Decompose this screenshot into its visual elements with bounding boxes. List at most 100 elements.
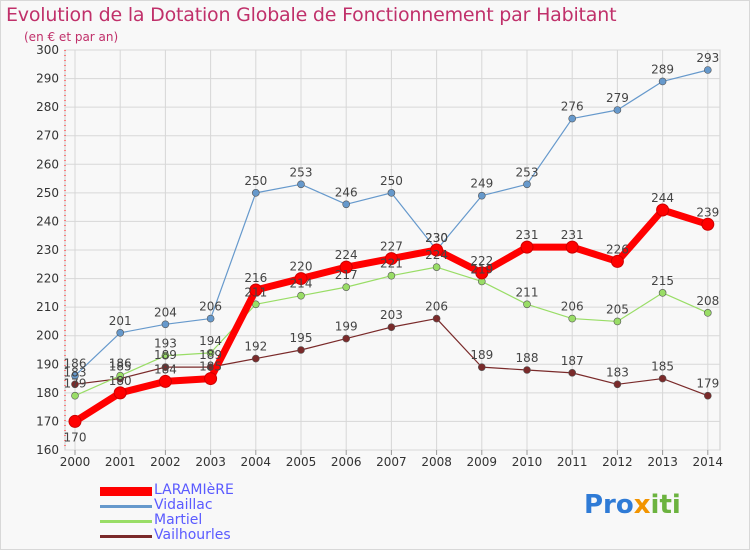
legend-swatch [100, 487, 152, 496]
data-label: 219 [470, 262, 493, 276]
data-label: 224 [425, 248, 448, 262]
data-point [523, 180, 531, 189]
y-tick-label: 160 [36, 443, 59, 457]
data-point [565, 240, 579, 254]
data-point [161, 320, 170, 329]
data-label: 250 [380, 174, 403, 188]
data-label: 206 [561, 300, 584, 314]
legend-swatch [100, 520, 152, 523]
y-tick-label: 220 [36, 272, 59, 286]
data-point [430, 243, 444, 257]
data-label: 188 [516, 351, 539, 365]
data-label: 179 [64, 377, 87, 391]
data-point [294, 272, 308, 286]
x-tick-label: 2007 [376, 455, 407, 469]
y-tick-label: 200 [36, 329, 59, 343]
data-label: 184 [154, 362, 177, 376]
data-label: 217 [335, 268, 358, 282]
data-label: 276 [561, 100, 584, 114]
data-label: 246 [335, 185, 358, 199]
y-tick-label: 180 [36, 386, 59, 400]
chart-subtitle: (en € et par an) [24, 30, 119, 44]
data-point [701, 217, 715, 231]
data-label: 201 [109, 314, 132, 328]
data-point [658, 77, 667, 86]
data-label: 215 [651, 274, 674, 288]
data-point [158, 374, 172, 388]
data-point [71, 391, 79, 400]
y-tick-label: 260 [36, 157, 59, 171]
data-point [658, 289, 667, 297]
data-label: 253 [516, 165, 539, 179]
data-point [703, 391, 712, 400]
data-label: 216 [244, 271, 267, 285]
x-tick-label: 2009 [467, 455, 498, 469]
data-label: 221 [380, 257, 403, 271]
data-label: 253 [290, 165, 313, 179]
y-tick-label: 190 [36, 357, 59, 371]
data-point [206, 314, 215, 323]
data-label: 179 [696, 377, 719, 391]
y-tick-label: 280 [36, 100, 59, 114]
data-label: 189 [199, 348, 222, 362]
data-point [116, 371, 124, 380]
x-tick-label: 2002 [150, 455, 181, 469]
data-point [206, 349, 215, 357]
data-point [610, 254, 624, 268]
x-tick-label: 2000 [60, 455, 91, 469]
data-point [342, 334, 351, 343]
data-label: 189 [154, 348, 177, 362]
data-point [568, 114, 577, 123]
data-label: 249 [470, 177, 493, 191]
data-label: 239 [696, 205, 719, 219]
data-point [384, 252, 398, 266]
data-point [204, 372, 218, 386]
x-tick-label: 2012 [602, 455, 633, 469]
proxiti-logo: Proxiti [584, 490, 681, 520]
y-tick-label: 300 [36, 43, 59, 57]
data-point [71, 371, 79, 380]
line-chart: 160 170 180 190 200 210 220 230 240 250 260 270 280 2… [36, 43, 724, 469]
x-tick-label: 2008 [421, 455, 452, 469]
x-tick-label: 2014 [693, 455, 724, 469]
data-label: 214 [290, 277, 313, 291]
data-label: 195 [290, 331, 313, 345]
data-point [523, 366, 531, 374]
x-tick-label: 2005 [286, 455, 317, 469]
data-point [297, 346, 305, 354]
y-tick-label: 250 [36, 186, 59, 200]
data-point [568, 369, 577, 377]
data-point [568, 314, 577, 323]
logo-part-1: Pro [584, 490, 634, 520]
data-point [432, 263, 441, 271]
data-label: 183 [606, 365, 629, 379]
data-point [342, 200, 351, 209]
data-label: 226 [606, 242, 629, 256]
data-point [387, 271, 396, 280]
data-label: 231 [516, 228, 539, 242]
data-point [252, 189, 260, 197]
data-label: 211 [244, 285, 267, 299]
y-tick-label: 210 [36, 300, 59, 314]
data-label: 194 [199, 334, 222, 348]
data-point [387, 189, 396, 197]
data-point [71, 380, 79, 389]
data-point [475, 266, 489, 280]
data-label: 189 [470, 348, 493, 362]
logo-part-3: iti [650, 490, 681, 520]
data-label: 230 [425, 231, 448, 245]
data-label: 186 [64, 357, 87, 371]
data-label: 220 [290, 260, 313, 274]
data-label: 203 [380, 308, 403, 322]
data-label: 170 [64, 430, 87, 444]
data-label: 208 [696, 294, 719, 308]
legend-label: Martiel [154, 512, 203, 528]
legend-swatch [100, 505, 152, 508]
data-point [116, 329, 124, 337]
data-label: 185 [199, 360, 222, 374]
data-label: 205 [606, 302, 629, 316]
legend-label: Vailhourles [154, 527, 231, 543]
data-label: 199 [335, 320, 358, 334]
data-point [523, 300, 531, 309]
data-label: 222 [470, 254, 493, 268]
